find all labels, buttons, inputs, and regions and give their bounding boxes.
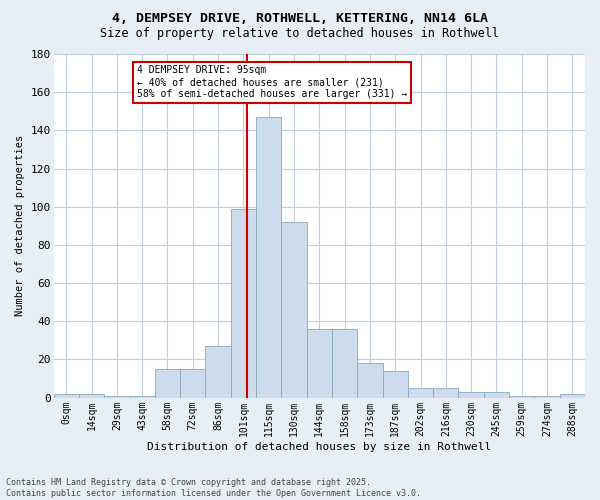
Bar xyxy=(332,329,357,398)
Bar xyxy=(433,388,458,398)
Text: 4 DEMPSEY DRIVE: 95sqm
← 40% of detached houses are smaller (231)
58% of semi-de: 4 DEMPSEY DRIVE: 95sqm ← 40% of detached… xyxy=(137,66,407,98)
Bar xyxy=(458,392,484,398)
Bar xyxy=(535,396,560,398)
Bar xyxy=(130,396,155,398)
Bar xyxy=(383,371,408,398)
Bar xyxy=(307,329,332,398)
Y-axis label: Number of detached properties: Number of detached properties xyxy=(15,135,25,316)
Bar xyxy=(484,392,509,398)
Bar xyxy=(53,394,79,398)
Bar xyxy=(408,388,433,398)
Bar xyxy=(560,394,585,398)
Bar xyxy=(231,208,256,398)
Bar xyxy=(104,396,130,398)
Text: Contains HM Land Registry data © Crown copyright and database right 2025.
Contai: Contains HM Land Registry data © Crown c… xyxy=(6,478,421,498)
Bar xyxy=(155,369,180,398)
Text: Size of property relative to detached houses in Rothwell: Size of property relative to detached ho… xyxy=(101,28,499,40)
Bar xyxy=(281,222,307,398)
X-axis label: Distribution of detached houses by size in Rothwell: Distribution of detached houses by size … xyxy=(147,442,491,452)
Bar xyxy=(509,396,535,398)
Bar xyxy=(256,117,281,398)
Bar xyxy=(205,346,231,398)
Bar xyxy=(180,369,205,398)
Text: 4, DEMPSEY DRIVE, ROTHWELL, KETTERING, NN14 6LA: 4, DEMPSEY DRIVE, ROTHWELL, KETTERING, N… xyxy=(112,12,488,24)
Bar xyxy=(79,394,104,398)
Bar xyxy=(357,363,383,398)
